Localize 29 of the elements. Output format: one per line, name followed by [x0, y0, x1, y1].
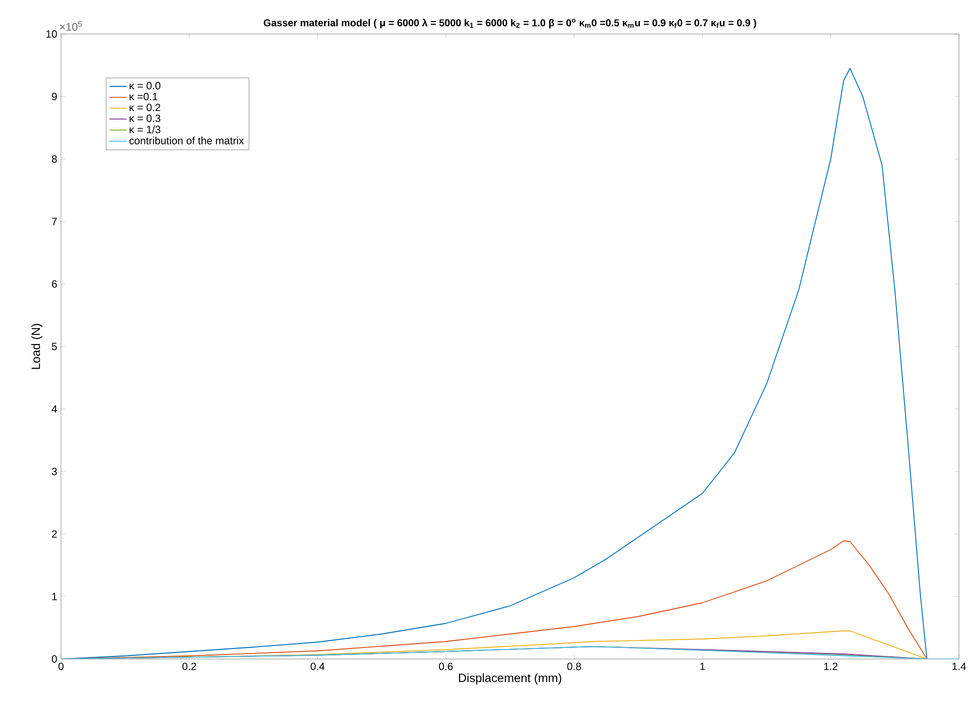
x-tick-label: 0: [58, 662, 64, 670]
y-tick-label: 10: [46, 30, 57, 38]
y-tick-label: 7: [52, 218, 57, 226]
y-tick-label: 3: [52, 468, 57, 476]
y-tick-label: 0: [52, 655, 57, 663]
legend-label: κ = 0.3: [130, 114, 160, 122]
x-tick-label: 0.8: [567, 662, 581, 670]
y-tick-label: 4: [52, 405, 57, 413]
legend-label: contribution of the matrix: [129, 136, 244, 144]
x-tick-label: 0.6: [438, 662, 453, 670]
x-tick-label: 0.4: [310, 662, 325, 670]
x-axis-title: Displacement (mm): [458, 673, 562, 685]
chart-title: Gasser material model ( μ = 6000 λ = 5000 k$_{1}$ = 6000 k$_{2}$ = 1.0 β = 0$^{o}$ κ$_{m}$0 =0.5 κ$_{m}$u = 0.9 κ$_{f}$0 = 0.7 κ$_{f}$u = 0.9 ): [264, 18, 756, 28]
legend-label: κ = 0.0: [130, 82, 160, 90]
y-tick-label: 2: [52, 530, 57, 538]
y-tick-label: 5: [52, 342, 57, 350]
legend-label: κ =0.1: [130, 92, 158, 100]
text: ×10$^{5}$: [60, 21, 82, 31]
y-tick-label: 8: [52, 155, 57, 163]
x-tick-label: 1.4: [952, 662, 966, 670]
y-axis-title: Load (N): [31, 324, 42, 369]
y-tick-label: 1: [52, 592, 57, 600]
x-tick-label: 1.2: [824, 662, 838, 670]
y-tick-label: 6: [52, 280, 57, 288]
legend-label: κ = 0.2: [130, 104, 160, 112]
x-tick-label: 1: [700, 662, 705, 670]
y-tick-label: 9: [52, 92, 57, 100]
legend-label: κ = 1/3: [130, 125, 160, 134]
x-tick-label: 0.2: [182, 662, 196, 670]
